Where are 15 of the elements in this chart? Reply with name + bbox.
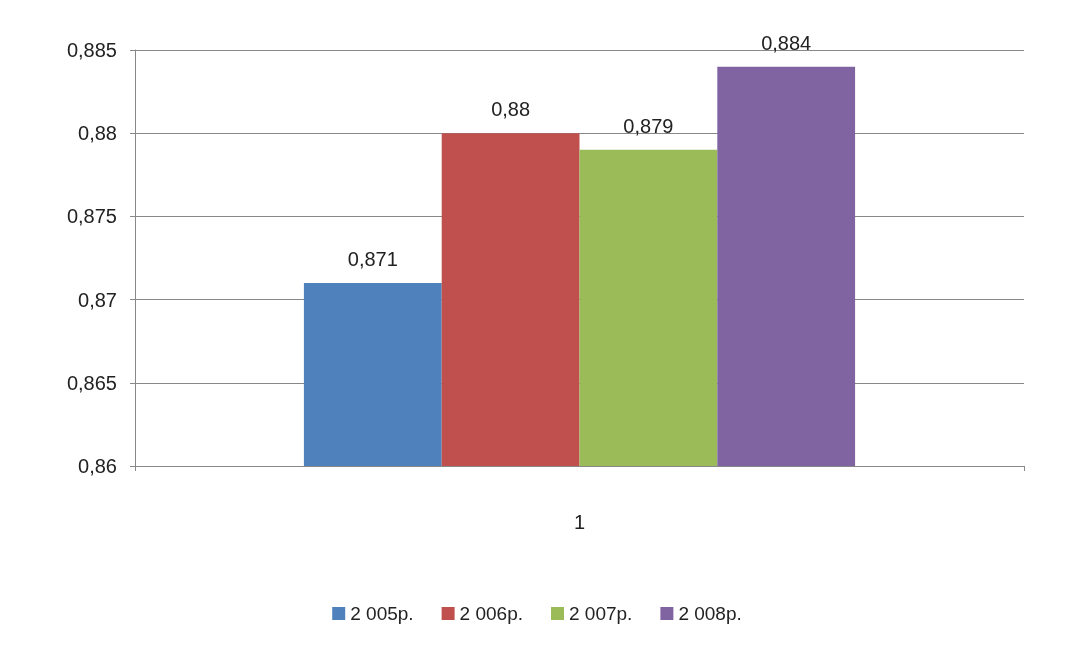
legend-label: 2 008р. bbox=[678, 603, 742, 624]
y-tick-label: 0,865 bbox=[66, 371, 117, 394]
y-tick-label: 0,88 bbox=[78, 122, 117, 145]
y-tick-label: 0,875 bbox=[66, 205, 117, 228]
data-label: 0,871 bbox=[347, 247, 398, 270]
y-tick-label: 0,87 bbox=[78, 288, 117, 311]
legend-label: 2 006р. bbox=[459, 603, 524, 624]
data-label: 0,884 bbox=[761, 31, 812, 54]
legend-label: 2 007р. bbox=[569, 603, 633, 624]
y-tick-label: 0,885 bbox=[66, 39, 117, 61]
legend-label: 2 005р. bbox=[350, 603, 414, 624]
x-tick-label: 1 bbox=[573, 511, 586, 533]
data-label: 0,88 bbox=[491, 98, 531, 121]
y-tick-label: 0,86 bbox=[78, 455, 117, 477]
data-label: 0,879 bbox=[623, 114, 674, 137]
